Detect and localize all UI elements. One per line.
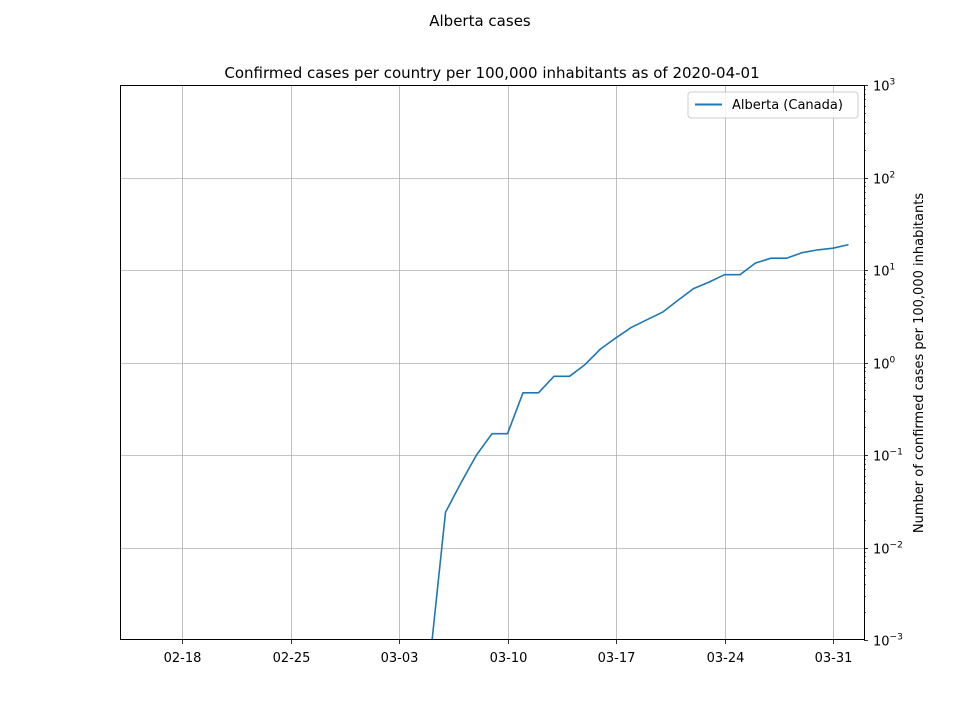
y-tick-label: 10−3: [873, 633, 903, 650]
y-tick-label: 10−1: [873, 448, 903, 465]
series-line: [431, 243, 849, 640]
y-tick-label-exponent: −1: [890, 448, 903, 458]
x-tick-label: 02-18: [164, 651, 202, 666]
legend-box: [687, 91, 859, 119]
plot-area-frame: [120, 85, 865, 640]
y-tick-label-base: 10: [873, 173, 890, 188]
y-tick-label-exponent: 2: [890, 171, 896, 181]
series-layer: [431, 243, 849, 640]
legend-label: Alberta (Canada): [732, 98, 843, 113]
y-tick-label-exponent: 3: [890, 78, 896, 88]
x-tick-label: 03-17: [598, 651, 636, 666]
y-tick-label-exponent: 0: [890, 356, 896, 366]
y-tick-label: 10−2: [873, 541, 903, 558]
chart-title: Confirmed cases per country per 100,000 …: [224, 64, 759, 82]
y-tick-label-base: 10: [873, 543, 890, 558]
legend: Alberta (Canada): [687, 91, 859, 119]
y-tick-label-exponent: 1: [890, 263, 896, 273]
y-tick-label-base: 10: [873, 450, 890, 465]
x-tick-label: 03-31: [815, 651, 853, 666]
y-tick-label: 100: [873, 356, 896, 373]
y-tick-label-exponent: −2: [890, 541, 903, 551]
x-tick-label: 02-25: [273, 651, 311, 666]
x-tick-label: 03-10: [490, 651, 528, 666]
grid: [120, 85, 864, 640]
y-tick-label: 103: [873, 78, 895, 95]
x-tick-label: 03-03: [381, 651, 419, 666]
y-axis-label: Number of confirmed cases per 100,000 in…: [912, 193, 927, 533]
y-tick-label-base: 10: [873, 635, 890, 650]
y-tick-label-base: 10: [873, 265, 890, 280]
x-axis: 02-18 02-25 03-03 03-10 03-17 03-24 03-31: [164, 640, 853, 666]
x-tick-label: 03-24: [707, 651, 745, 666]
y-tick-label-base: 10: [873, 358, 890, 373]
y-tick-label: 101: [873, 263, 895, 280]
y-tick-label-exponent: −3: [890, 633, 903, 643]
y-tick-label: 102: [873, 171, 895, 188]
figure-suptitle: Alberta cases: [429, 12, 531, 30]
y-tick-label-base: 10: [873, 80, 890, 95]
